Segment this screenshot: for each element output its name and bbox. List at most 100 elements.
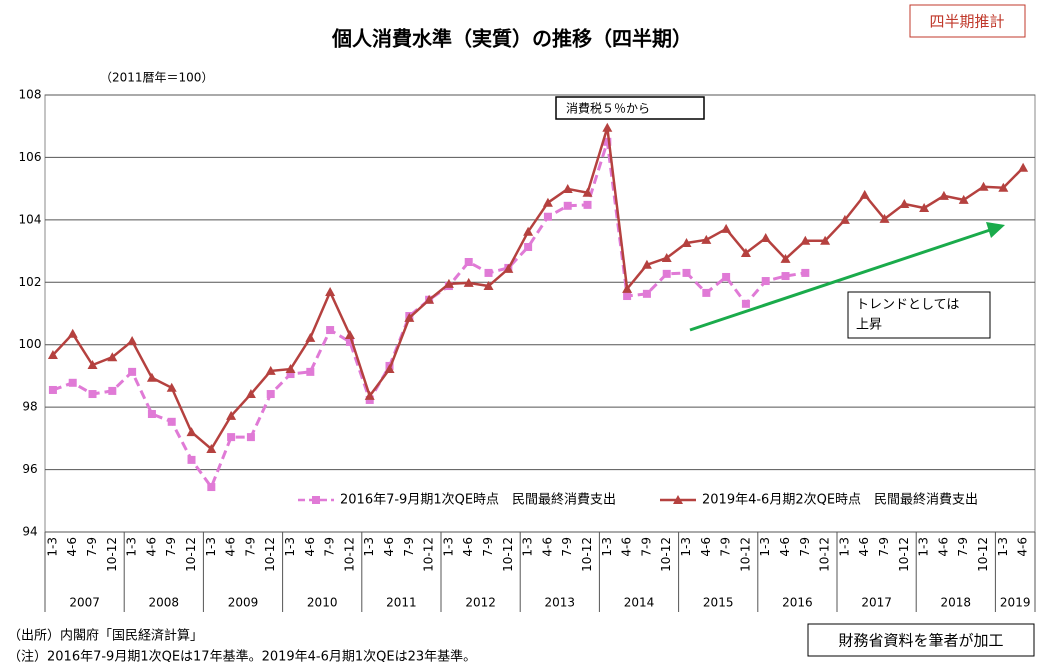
chart-title: 個人消費水準（実質）の推移（四半期） (331, 27, 692, 51)
x-tick-label: 4-6 (699, 537, 713, 557)
point (305, 332, 316, 342)
point (562, 183, 573, 193)
x-tick-label: 1-3 (679, 537, 693, 557)
unit-label: （2011暦年＝100） (100, 71, 213, 85)
credit-box (807, 623, 1035, 657)
y-tick-label: 108 (19, 88, 42, 102)
point (859, 189, 870, 199)
year-label: 2007 (69, 596, 100, 610)
point (364, 390, 375, 400)
point (938, 190, 949, 200)
point (740, 247, 751, 257)
point (404, 312, 415, 322)
x-tick-label: 7-9 (798, 537, 812, 557)
point (47, 350, 58, 360)
badge: 四半期推計 (929, 13, 1004, 31)
x-tick-label: 1-3 (204, 537, 218, 557)
y-tick-label: 106 (19, 150, 42, 164)
year-label: 2009 (228, 596, 259, 610)
point (523, 226, 534, 236)
point (384, 364, 395, 374)
point (978, 181, 989, 191)
x-tick-label: 1-3 (45, 537, 59, 557)
x-tick-label: 10-12 (659, 537, 673, 572)
point (147, 410, 156, 419)
x-tick-label: 1-3 (283, 537, 297, 557)
point (673, 495, 683, 504)
x-tick-label: 7-9 (402, 537, 416, 557)
point (227, 433, 236, 442)
x-tick-label: 1-3 (362, 537, 376, 557)
point (919, 202, 930, 212)
point (681, 237, 692, 247)
x-tick-label: 4-6 (144, 537, 158, 557)
point (107, 352, 118, 362)
year-label: 2011 (386, 596, 417, 610)
x-tick-label: 4-6 (382, 537, 396, 557)
x-tick-label: 1-3 (600, 537, 614, 557)
x-tick-label: 10-12 (897, 537, 911, 572)
point (721, 223, 732, 233)
point (128, 367, 137, 376)
trend-arrow-head (986, 222, 1005, 238)
trend-note: 上昇 (856, 318, 882, 333)
x-tick-label: 10-12 (184, 537, 198, 572)
tax-note: 消費税５％から (566, 101, 650, 116)
point (642, 289, 651, 298)
point (622, 283, 633, 293)
credit: 財務省資料を筆者が加工 (838, 632, 1003, 650)
point (801, 268, 810, 277)
year-label: 2017 (861, 596, 892, 610)
x-tick-label: 7-9 (243, 537, 257, 557)
point (325, 286, 336, 296)
x-tick-label: 4-6 (936, 537, 950, 557)
y-tick-label: 100 (19, 337, 42, 351)
point (582, 187, 593, 197)
point (899, 198, 910, 208)
y-tick-label: 98 (22, 400, 37, 414)
x-tick-label: 10-12 (501, 537, 515, 572)
point (108, 386, 117, 395)
trend-arrow (689, 228, 991, 332)
point (543, 212, 552, 221)
point (206, 443, 217, 453)
point (67, 328, 78, 338)
point (344, 330, 355, 340)
point (602, 122, 613, 132)
point (662, 269, 671, 278)
point (781, 272, 790, 281)
point (998, 182, 1009, 192)
point (484, 268, 493, 277)
point (87, 360, 98, 370)
point (463, 277, 474, 287)
point (286, 370, 295, 379)
point (641, 259, 652, 269)
year-label: 2015 (703, 596, 734, 610)
point (483, 281, 494, 291)
point (207, 483, 216, 492)
x-tick-label: 1-3 (125, 537, 139, 557)
x-tick-label: 7-9 (323, 537, 337, 557)
series-line (52, 141, 806, 491)
point (661, 252, 672, 262)
year-label: 2019 (1000, 596, 1031, 610)
x-tick-label: 4-6 (857, 537, 871, 557)
point (1018, 162, 1029, 172)
point (365, 395, 374, 404)
x-tick-label: 7-9 (85, 537, 99, 557)
badge-box (909, 4, 1026, 38)
trend-note: トレンドとしては (856, 298, 959, 313)
point (127, 335, 138, 345)
x-tick-label: 10-12 (818, 537, 832, 572)
point (345, 337, 354, 346)
point (226, 410, 237, 420)
x-tick-label: 7-9 (877, 537, 891, 557)
point (326, 326, 335, 335)
point (68, 378, 77, 387)
x-tick-label: 1-3 (521, 537, 535, 557)
point (266, 390, 275, 399)
y-tick-label: 102 (19, 275, 42, 289)
point (839, 214, 850, 224)
point (879, 213, 890, 223)
